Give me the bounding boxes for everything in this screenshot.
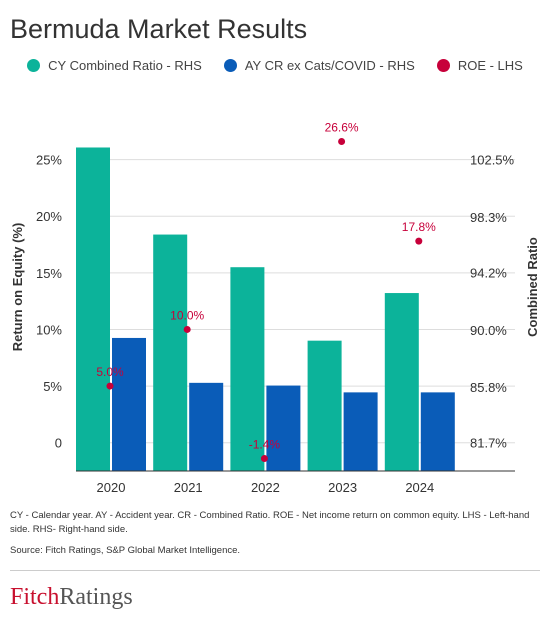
legend-item-cy: CY Combined Ratio - RHS bbox=[27, 58, 202, 73]
legend-swatch-cy bbox=[27, 59, 41, 72]
footnote-definitions: CY - Calendar year. AY - Accident year. … bbox=[10, 510, 530, 535]
fitch-ratings-logo: FitchRatings bbox=[10, 584, 133, 611]
bar-cy-combined-ratio bbox=[76, 147, 110, 471]
legend-item-roe: ROE - LHS bbox=[436, 58, 523, 73]
divider bbox=[10, 570, 540, 571]
left-tick-label: 25% bbox=[36, 153, 62, 168]
left-tick-label: 15% bbox=[36, 266, 62, 281]
legend-item-ay: AY CR ex Cats/COVID - RHS bbox=[223, 58, 415, 73]
bar-cy-combined-ratio bbox=[153, 234, 188, 471]
right-tick-label: 102.5% bbox=[470, 153, 515, 168]
bar-ay-cr-ex-cats bbox=[343, 392, 378, 471]
logo-part-ratings: Ratings bbox=[59, 584, 133, 610]
legend-label-ay: AY CR ex Cats/COVID - RHS bbox=[244, 58, 415, 73]
right-tick-label: 90.0% bbox=[470, 323, 507, 338]
roe-data-label: -1.4% bbox=[249, 438, 281, 452]
roe-data-label: 10.0% bbox=[170, 308, 204, 322]
right-tick-label: 81.7% bbox=[470, 436, 507, 451]
category-label: 2020 bbox=[97, 480, 126, 495]
left-tick-label: 10% bbox=[36, 322, 62, 337]
roe-data-label: 17.8% bbox=[402, 220, 436, 234]
roe-data-label: 26.6% bbox=[325, 120, 359, 134]
roe-point bbox=[338, 137, 346, 145]
legend-swatch-ay bbox=[223, 59, 237, 72]
left-tick-label: 0 bbox=[55, 436, 62, 451]
roe-point bbox=[183, 325, 191, 333]
roe-point bbox=[415, 237, 423, 245]
legend-label-cy: CY Combined Ratio - RHS bbox=[48, 58, 202, 73]
left-tick-label: 20% bbox=[36, 209, 62, 224]
right-axis-title: Combined Ratio bbox=[525, 237, 540, 337]
right-tick-label: 98.3% bbox=[470, 210, 507, 225]
left-axis-title: Return on Equity (%) bbox=[10, 223, 25, 352]
roe-point bbox=[260, 455, 268, 463]
logo-part-fitch: Fitch bbox=[10, 584, 60, 610]
right-tick-label: 94.2% bbox=[470, 266, 507, 281]
bar-ay-cr-ex-cats bbox=[420, 392, 455, 471]
right-tick-label: 85.8% bbox=[470, 380, 507, 395]
bar-cy-combined-ratio bbox=[230, 267, 265, 471]
chart-area: 0 5% 10% 15% 20% 25% 81.7% 85.8% 90.0% 94.2% 98.3%… bbox=[10, 120, 540, 495]
legend-label-roe: ROE - LHS bbox=[457, 58, 523, 73]
bar-cy-combined-ratio bbox=[384, 293, 419, 471]
category-label: 2024 bbox=[405, 480, 434, 495]
legend-swatch-roe bbox=[436, 59, 450, 72]
category-label: 2022 bbox=[251, 480, 280, 495]
roe-data-label: 5.0% bbox=[96, 365, 124, 379]
left-tick-label: 5% bbox=[43, 379, 62, 394]
roe-point bbox=[106, 382, 114, 390]
bar-ay-cr-ex-cats bbox=[266, 385, 301, 471]
category-label: 2021 bbox=[174, 480, 203, 495]
category-label: 2023 bbox=[328, 480, 357, 495]
footnote-source: Source: Fitch Ratings, S&P Global Market… bbox=[10, 545, 241, 556]
bar-ay-cr-ex-cats bbox=[112, 337, 146, 471]
chart-legend: CY Combined Ratio - RHS AY CR ex Cats/CO… bbox=[0, 58, 550, 73]
bar-cy-combined-ratio bbox=[307, 340, 342, 471]
bar-ay-cr-ex-cats bbox=[189, 382, 224, 471]
chart-title: Bermuda Market Results bbox=[10, 14, 308, 44]
